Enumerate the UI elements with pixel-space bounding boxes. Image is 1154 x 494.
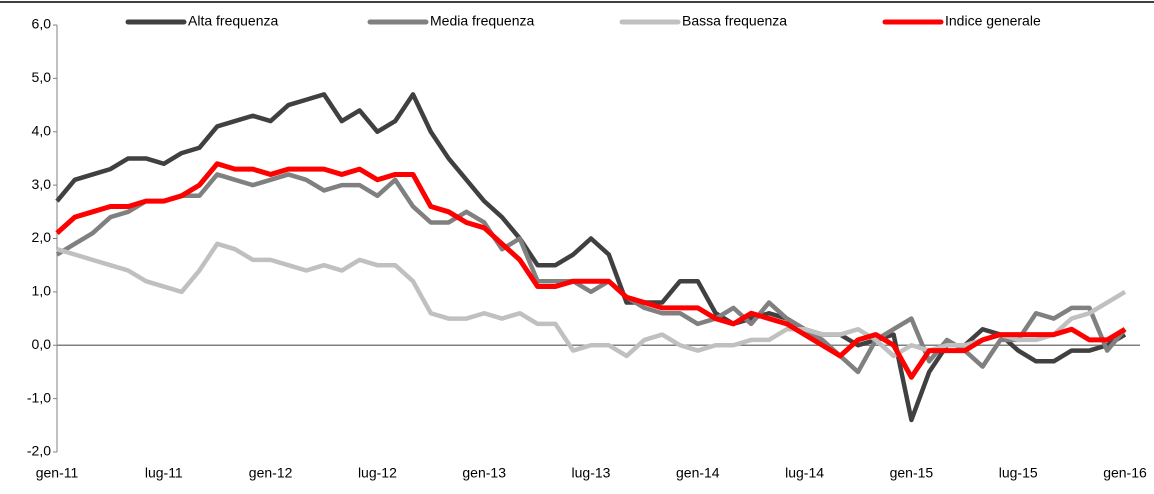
y-tick-label: 3,0 xyxy=(32,176,52,192)
legend-label: Alta frequenza xyxy=(188,13,278,29)
x-tick-label: gen-11 xyxy=(36,465,79,481)
series-line xyxy=(55,172,1127,375)
x-tick-label: gen-14 xyxy=(676,465,720,481)
y-tick-label: -1,0 xyxy=(27,389,51,405)
x-tick-label: lug-11 xyxy=(145,465,183,481)
x-tick-label: lug-15 xyxy=(999,465,1038,481)
legend-label: Indice generale xyxy=(945,13,1041,29)
y-tick-label: 1,0 xyxy=(32,283,52,299)
legend-label: Media frequenza xyxy=(430,13,535,29)
x-tick-label: gen-12 xyxy=(249,465,293,481)
x-tick-label: lug-12 xyxy=(358,465,397,481)
series-line xyxy=(56,241,1127,359)
x-tick-label: lug-14 xyxy=(785,465,824,481)
x-tick-label: gen-16 xyxy=(1103,465,1147,481)
y-tick-label: -2,0 xyxy=(27,443,51,459)
y-tick-label: 0,0 xyxy=(32,336,52,352)
x-tick-label: lug-13 xyxy=(572,465,611,481)
y-tick-label: 6,0 xyxy=(32,16,52,32)
series-line xyxy=(55,92,1127,423)
series-line xyxy=(55,161,1127,380)
y-tick-label: 2,0 xyxy=(32,229,52,245)
y-tick-label: 5,0 xyxy=(32,69,52,85)
x-tick-label: gen-13 xyxy=(462,465,506,481)
legend-label: Bassa frequenza xyxy=(682,13,787,29)
y-tick-label: 4,0 xyxy=(32,122,52,138)
x-tick-label: gen-15 xyxy=(890,465,934,481)
